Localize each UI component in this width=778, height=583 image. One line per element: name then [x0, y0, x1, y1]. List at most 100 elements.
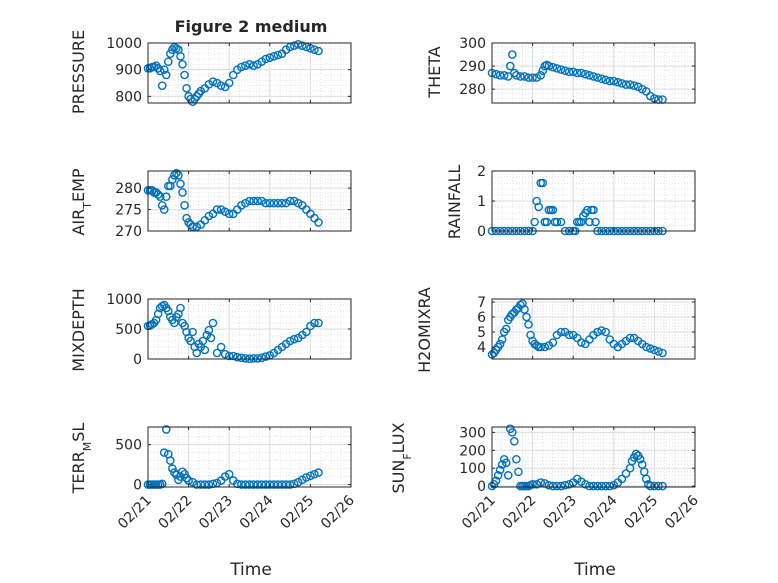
data-point [168, 175, 177, 184]
data-point [170, 170, 179, 180]
data-point [212, 348, 222, 358]
data-point [641, 342, 651, 352]
data-point [532, 341, 541, 350]
data-point [233, 352, 242, 362]
data-point [314, 46, 323, 56]
ylabel-terr-msl: TERRMSL [69, 423, 94, 495]
data-point [281, 198, 291, 208]
data-point [501, 458, 511, 468]
data-point [583, 205, 592, 215]
data-point [273, 198, 283, 208]
data-point [170, 468, 179, 477]
data-point [174, 170, 183, 180]
data-point [585, 71, 594, 80]
data-point [572, 68, 582, 78]
data-point [249, 480, 258, 489]
data-point [625, 80, 635, 89]
data-point [593, 73, 602, 82]
data-point [206, 333, 216, 343]
ylabel-pressure: PRESSURE [69, 30, 88, 114]
data-point [310, 318, 319, 328]
data-point [497, 335, 507, 344]
data-point [530, 217, 539, 227]
data-point [548, 62, 558, 72]
ylabel-sun-flux: SUNFLUX [389, 422, 414, 493]
data-point [581, 69, 590, 79]
data-point [245, 480, 254, 489]
data-point [314, 318, 323, 328]
data-point [617, 474, 627, 484]
data-point [544, 480, 554, 490]
data-point [285, 336, 295, 346]
data-point [224, 469, 234, 479]
data-point [198, 336, 208, 346]
data-point [249, 196, 258, 206]
data-point [261, 54, 271, 64]
data-point [524, 73, 533, 82]
data-point [306, 471, 315, 481]
data-point [237, 480, 246, 489]
axes-box-terr-msl [147, 426, 352, 488]
data-point [220, 349, 230, 359]
data-point [178, 467, 187, 477]
data-point [257, 480, 266, 489]
data-point [310, 469, 319, 479]
subplot-mixdepth: 0 500 1000 [106, 292, 352, 368]
data-point [178, 188, 187, 197]
data-point [538, 178, 548, 188]
data-point [524, 320, 533, 329]
data-point [253, 354, 262, 363]
data-point [536, 71, 546, 80]
data-point [188, 327, 197, 337]
data-point [220, 207, 230, 217]
subplot-air-temp: 270 275 280 [115, 168, 352, 240]
data-point [556, 65, 566, 74]
axes-box-h2omixra [491, 298, 696, 360]
data-point [186, 336, 195, 346]
data-point [161, 192, 171, 202]
xlabel-right: Time [573, 560, 616, 580]
data-point [224, 78, 234, 88]
data-point [314, 468, 323, 477]
data-point [510, 437, 519, 446]
data-point [621, 469, 631, 478]
data-point [585, 217, 594, 227]
data-point [635, 454, 645, 464]
data-point [237, 200, 246, 210]
y-tick-label: 275 [115, 203, 142, 219]
data-point [548, 205, 558, 215]
axes-box-sun-flux [491, 426, 696, 488]
data-point [585, 481, 594, 491]
y-tick-label: 100 [459, 461, 486, 477]
y-tick-label: 1000 [106, 36, 142, 52]
figure-title: Figure 2 medium [175, 17, 328, 36]
data-point [159, 205, 169, 214]
data-point [204, 325, 214, 335]
data-point [241, 480, 250, 489]
data-point [224, 209, 234, 219]
data-point [514, 467, 523, 477]
data-point [257, 196, 266, 206]
data-point [310, 45, 319, 54]
y-tick-label: 1000 [106, 292, 142, 308]
data-point [597, 326, 606, 335]
data-point [241, 354, 250, 363]
data-point [528, 480, 537, 489]
y-tick-label: 1 [477, 194, 486, 210]
data-point [495, 339, 505, 349]
data-point [536, 342, 546, 352]
data-point [228, 70, 238, 80]
data-point [302, 327, 311, 337]
data-point [548, 481, 558, 491]
data-point [499, 71, 509, 80]
data-point [241, 61, 250, 70]
data-point [208, 318, 218, 328]
data-point [196, 480, 206, 489]
data-point [237, 62, 246, 72]
axes-box-air-temp [147, 170, 352, 232]
data-point [552, 64, 562, 73]
data-point [646, 344, 655, 353]
data-point [159, 448, 169, 457]
y-tick-label: 280 [115, 181, 142, 197]
